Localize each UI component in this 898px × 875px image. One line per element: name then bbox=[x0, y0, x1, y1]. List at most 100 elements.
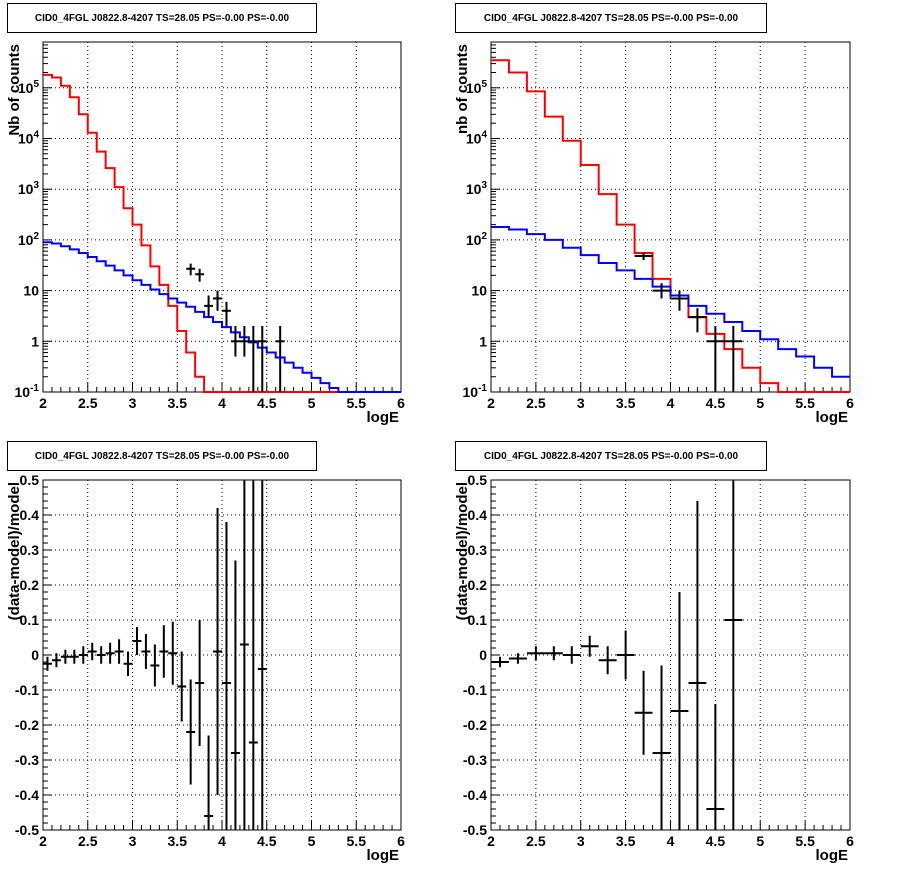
x-tick-label: 2 bbox=[487, 833, 495, 849]
residual-point bbox=[69, 649, 79, 664]
residual-point bbox=[562, 646, 581, 664]
y-tick-label: 10-1 bbox=[15, 383, 40, 400]
data-point bbox=[195, 268, 205, 282]
residual-point bbox=[526, 646, 545, 661]
data-point bbox=[275, 326, 285, 392]
y-tick-label: 0.4 bbox=[468, 507, 488, 523]
y-tick-label: 1 bbox=[479, 333, 487, 349]
y-tick-label: -0.2 bbox=[463, 717, 487, 733]
x-tick-label: 6 bbox=[846, 395, 854, 411]
y-axis-label: nb of counts bbox=[454, 44, 471, 134]
y-tick-label: 105 bbox=[18, 79, 40, 96]
x-tick-label: 3 bbox=[577, 833, 585, 849]
data-point bbox=[239, 326, 249, 357]
y-tick-label: 103 bbox=[18, 180, 40, 197]
residual-point bbox=[150, 644, 160, 687]
data-point bbox=[652, 283, 671, 299]
x-axis-label: logE bbox=[367, 409, 400, 426]
chart-title-top-left: CID0_4FGL J0822.8-4207 TS=28.05 PS=-0.00… bbox=[7, 3, 317, 33]
x-tick-label: 4.5 bbox=[257, 833, 277, 849]
x-tick-label: 5 bbox=[308, 395, 316, 411]
data-point bbox=[186, 263, 196, 276]
residual-point bbox=[222, 522, 231, 830]
residual-point bbox=[195, 620, 205, 746]
residual-point bbox=[616, 630, 635, 680]
x-tick-label: 5 bbox=[756, 395, 764, 411]
x-axis-label: logE bbox=[816, 847, 849, 864]
x-tick-label: 4 bbox=[218, 395, 226, 411]
y-tick-label: 0.1 bbox=[468, 612, 488, 628]
x-axis-label: logE bbox=[816, 409, 849, 426]
y-tick-label: 0.3 bbox=[20, 542, 40, 558]
residual-point bbox=[96, 646, 106, 664]
y-tick-label: -0.5 bbox=[463, 822, 487, 838]
x-tick-label: 6 bbox=[397, 395, 405, 411]
y-tick-label: -0.5 bbox=[15, 822, 39, 838]
histogram-series-1 bbox=[43, 241, 401, 393]
x-tick-label: 3 bbox=[129, 395, 137, 411]
x-tick-label: 2 bbox=[39, 395, 47, 411]
residual-point bbox=[123, 651, 133, 676]
data-point bbox=[213, 290, 222, 311]
x-tick-label: 5.5 bbox=[795, 833, 815, 849]
y-tick-label: 0.5 bbox=[468, 472, 488, 488]
y-tick-label: 0.2 bbox=[20, 577, 40, 593]
x-tick-label: 3.5 bbox=[616, 395, 636, 411]
data-point bbox=[230, 326, 240, 357]
x-tick-label: 5.5 bbox=[347, 833, 367, 849]
y-tick-label: -0.3 bbox=[463, 752, 487, 768]
residual-point bbox=[168, 621, 178, 685]
y-tick-label: 10 bbox=[23, 283, 39, 299]
data-point bbox=[248, 326, 258, 392]
residual-point bbox=[213, 508, 222, 795]
x-tick-label: 4.5 bbox=[706, 833, 726, 849]
data-point bbox=[670, 290, 689, 311]
x-tick-label: 5 bbox=[308, 833, 316, 849]
residual-point bbox=[177, 651, 187, 722]
y-tick-label: 105 bbox=[466, 79, 488, 96]
x-tick-label: 5.5 bbox=[347, 395, 367, 411]
y-tick-label: -0.4 bbox=[15, 787, 39, 803]
residual-point bbox=[78, 646, 88, 664]
residual-point bbox=[87, 642, 97, 661]
data-point bbox=[688, 308, 707, 333]
y-axis-label: Nb of counts bbox=[6, 44, 23, 136]
residual-point bbox=[508, 653, 527, 664]
residual-point bbox=[132, 627, 142, 655]
y-tick-label: 0.5 bbox=[20, 472, 40, 488]
x-tick-label: 3.5 bbox=[616, 833, 636, 849]
x-tick-label: 3.5 bbox=[168, 395, 188, 411]
x-tick-label: 5.5 bbox=[795, 395, 815, 411]
y-tick-label: -0.1 bbox=[463, 682, 487, 698]
chart-title-bottom-right: CID0_4FGL J0822.8-4207 TS=28.05 PS=-0.00… bbox=[455, 441, 767, 471]
x-tick-label: 2 bbox=[487, 395, 495, 411]
x-tick-label: 3 bbox=[577, 395, 585, 411]
y-tick-label: 102 bbox=[18, 231, 40, 248]
residual-point bbox=[43, 656, 52, 671]
x-tick-label: 4.5 bbox=[706, 395, 726, 411]
residual-point bbox=[239, 480, 249, 830]
x-tick-label: 5 bbox=[756, 833, 764, 849]
residual-point bbox=[652, 665, 671, 830]
data-point bbox=[257, 326, 267, 392]
residual-point bbox=[105, 642, 115, 664]
y-tick-label: 0.3 bbox=[468, 542, 488, 558]
x-tick-label: 6 bbox=[846, 833, 854, 849]
residual-point bbox=[204, 735, 214, 830]
residual-point bbox=[491, 656, 509, 668]
residual-point bbox=[248, 480, 258, 830]
x-tick-label: 2.5 bbox=[78, 833, 98, 849]
data-point bbox=[634, 252, 653, 261]
x-tick-label: 3 bbox=[129, 833, 137, 849]
residual-point bbox=[724, 480, 743, 830]
y-tick-label: 104 bbox=[466, 129, 488, 146]
y-axis-label: (data-model)/model bbox=[6, 482, 23, 620]
x-tick-label: 2.5 bbox=[526, 395, 546, 411]
y-tick-label: 10-1 bbox=[463, 383, 488, 400]
histogram-series-0 bbox=[43, 73, 401, 393]
y-tick-label: 0.4 bbox=[20, 507, 40, 523]
x-tick-label: 2.5 bbox=[526, 833, 546, 849]
